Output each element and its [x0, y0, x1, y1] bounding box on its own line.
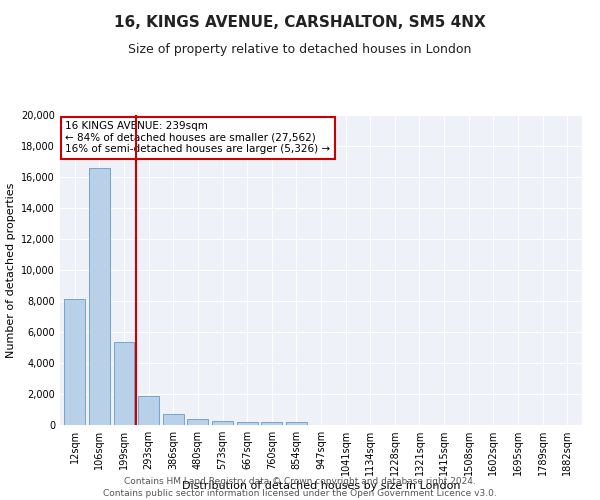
Bar: [236, 422, 257, 425]
Text: 16 KINGS AVENUE: 239sqm
← 84% of detached houses are smaller (27,562)
16% of sem: 16 KINGS AVENUE: 239sqm ← 84% of detache…: [65, 121, 331, 154]
Text: 16, KINGS AVENUE, CARSHALTON, SM5 4NX: 16, KINGS AVENUE, CARSHALTON, SM5 4NX: [114, 15, 486, 30]
Text: Size of property relative to detached houses in London: Size of property relative to detached ho…: [128, 42, 472, 56]
Bar: [113, 342, 134, 425]
Bar: [163, 414, 184, 425]
Bar: [64, 300, 85, 425]
Bar: [212, 421, 233, 425]
Bar: [89, 168, 110, 425]
Text: Contains HM Land Registry data © Crown copyright and database right 2024.
Contai: Contains HM Land Registry data © Crown c…: [103, 476, 497, 498]
Bar: [261, 422, 282, 425]
Bar: [187, 420, 208, 425]
X-axis label: Distribution of detached houses by size in London: Distribution of detached houses by size …: [182, 481, 460, 491]
Bar: [138, 396, 159, 425]
Y-axis label: Number of detached properties: Number of detached properties: [6, 182, 16, 358]
Bar: [286, 422, 307, 425]
